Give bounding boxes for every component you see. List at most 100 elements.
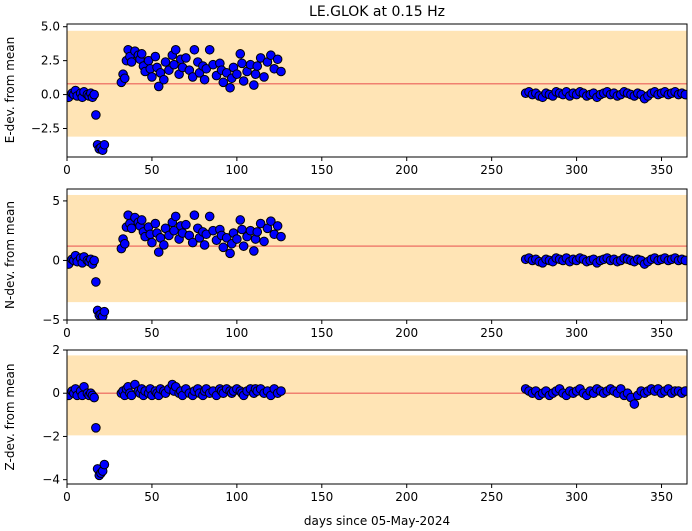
- data-point: [153, 81, 164, 92]
- data-point: [235, 49, 246, 59]
- data-point: [249, 246, 259, 256]
- data-point: [169, 225, 179, 236]
- data-point: [237, 58, 247, 69]
- chart-title: LE.GLOK at 0.15 Hz: [309, 4, 445, 20]
- data-point: [187, 237, 198, 248]
- data-point: [169, 59, 179, 70]
- data-point: [276, 66, 286, 77]
- y-axis-label: Z-dev. from mean: [3, 364, 17, 471]
- data-point: [204, 211, 215, 222]
- plot-area: [67, 355, 687, 481]
- data-point: [136, 215, 147, 225]
- y-tick-label: 2.5: [41, 54, 60, 68]
- data-point: [218, 242, 229, 253]
- data-point: [255, 218, 266, 229]
- data-point: [225, 82, 235, 93]
- data-point: [629, 399, 640, 409]
- data-point: [199, 74, 210, 85]
- data-point: [170, 211, 181, 222]
- data-point: [250, 69, 261, 80]
- x-tick-label: 100: [225, 326, 248, 340]
- data-point: [150, 218, 161, 229]
- x-tick-label: 300: [565, 326, 588, 340]
- data-point: [259, 236, 269, 247]
- x-tick-label: 250: [480, 490, 503, 504]
- x-tick-label: 350: [650, 163, 673, 177]
- data-point: [225, 248, 235, 259]
- data-point: [276, 231, 286, 242]
- data-point: [266, 216, 276, 226]
- y-tick-label: 5: [52, 194, 60, 208]
- data-point: [147, 72, 157, 82]
- y-tick-label: 2: [52, 343, 60, 357]
- axes-frame: [66, 349, 688, 485]
- data-point: [91, 277, 101, 287]
- x-tick-label: 300: [565, 490, 588, 504]
- data-point: [238, 241, 249, 251]
- x-tick-label: 150: [310, 163, 333, 177]
- x-tick-label: 150: [310, 490, 333, 504]
- y-tick-label: −4: [42, 473, 60, 487]
- data-point: [221, 233, 232, 243]
- y-axis-label: N-dev. from mean: [3, 201, 17, 309]
- plot-area: [67, 194, 687, 320]
- data-point: [235, 215, 246, 225]
- y-axis-label: E-dev. from mean: [3, 37, 17, 143]
- data-point: [189, 44, 200, 55]
- data-point: [189, 210, 200, 220]
- data-point: [159, 240, 169, 250]
- x-tick-label: 100: [225, 490, 248, 504]
- data-point: [147, 237, 157, 248]
- x-tick-label: 200: [395, 163, 418, 177]
- x-tick-label: 350: [650, 490, 673, 504]
- data-point: [238, 76, 249, 86]
- data-point: [126, 223, 137, 234]
- x-tick-label: 50: [144, 326, 159, 340]
- panel-east: 0 50 100 150 200 250 300 350 −2.5 0.0 2.5 5.0 E-dev.…: [3, 20, 688, 177]
- data-point: [150, 51, 161, 62]
- data-point: [232, 69, 242, 80]
- data-point: [136, 49, 147, 59]
- panel-vertical: 0 50 100 150 200 250 300 350 −4 −2 0 2 Z-dev. from m…: [3, 343, 688, 504]
- data-point: [259, 72, 269, 82]
- data-point: [680, 89, 687, 100]
- x-tick-label: 250: [480, 326, 503, 340]
- x-axis-label: days since 05-May-2024: [304, 514, 450, 528]
- data-point: [89, 392, 99, 403]
- y-tick-label: −5: [42, 313, 60, 327]
- x-tick-label: 250: [480, 163, 503, 177]
- data-point: [91, 423, 101, 433]
- data-point: [218, 77, 229, 88]
- data-point: [680, 386, 687, 396]
- x-tick-label: 100: [225, 163, 248, 177]
- data-point: [272, 54, 283, 65]
- y-tick-label: 5.0: [41, 20, 60, 34]
- data-point: [252, 227, 263, 237]
- data-point: [91, 110, 101, 120]
- x-tick-label: 50: [144, 490, 159, 504]
- data-point: [252, 61, 263, 71]
- y-tick-label: −2: [42, 429, 60, 443]
- x-tick-label: 200: [395, 326, 418, 340]
- data-point: [204, 44, 215, 55]
- x-tick-label: 350: [650, 326, 673, 340]
- range-band: [67, 194, 687, 303]
- data-point: [276, 386, 286, 396]
- x-tick-label: 0: [63, 326, 71, 340]
- y-tick-label: 0.0: [41, 88, 60, 102]
- data-point: [232, 234, 242, 244]
- data-point: [99, 139, 110, 150]
- data-point: [89, 255, 99, 266]
- data-point: [160, 57, 171, 67]
- data-point: [170, 44, 181, 55]
- data-point: [153, 247, 164, 257]
- y-tick-label: 0: [52, 386, 60, 400]
- x-tick-label: 300: [565, 163, 588, 177]
- data-point: [99, 459, 110, 470]
- data-point: [119, 238, 130, 249]
- data-point: [249, 80, 259, 90]
- plot-area: [67, 30, 687, 156]
- x-tick-label: 0: [63, 490, 71, 504]
